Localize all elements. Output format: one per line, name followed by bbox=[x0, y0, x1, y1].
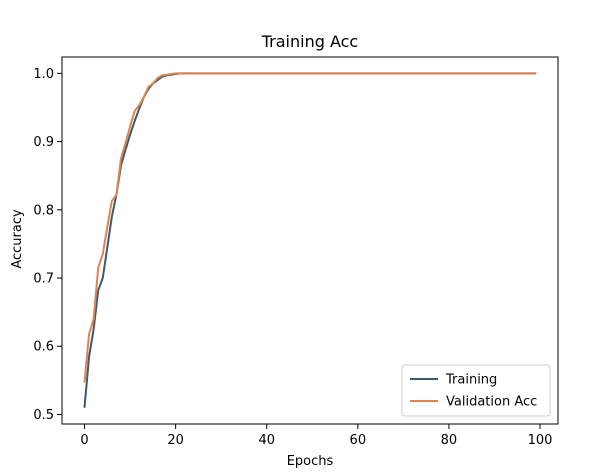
legend-label-2: Validation Acc bbox=[446, 395, 537, 410]
x-tick-label: 40 bbox=[258, 433, 275, 448]
chart-title: Training Acc bbox=[261, 32, 358, 51]
y-tick-label: 0.6 bbox=[33, 340, 54, 355]
series-line-2 bbox=[83, 72, 537, 383]
y-tick-label: 1.0 bbox=[33, 67, 54, 82]
plot-layer: 0 20 40 60 80 100 0.5 0.6 0.7 0.8 0.9 1.0 Training Va… bbox=[33, 56, 559, 448]
legend: Training Validation Acc bbox=[401, 364, 551, 417]
y-tick-label: 0.8 bbox=[33, 203, 54, 218]
x-tick-label: 60 bbox=[350, 433, 367, 448]
x-tick-label: 20 bbox=[167, 433, 184, 448]
x-tick-label: 80 bbox=[441, 433, 458, 448]
x-axis-label: Epochs bbox=[287, 454, 334, 469]
x-tick-label: 100 bbox=[528, 433, 553, 448]
x-tick-label: 0 bbox=[80, 433, 88, 448]
y-tick-label: 0.9 bbox=[33, 135, 54, 150]
y-tick-label: 0.5 bbox=[33, 408, 54, 423]
plot-frame bbox=[61, 56, 559, 425]
legend-label-1: Training bbox=[445, 373, 497, 388]
y-axis-label: Accuracy bbox=[10, 209, 25, 269]
legend-box bbox=[401, 364, 551, 417]
y-tick-label: 0.7 bbox=[33, 272, 54, 287]
series-line-1 bbox=[83, 72, 537, 408]
